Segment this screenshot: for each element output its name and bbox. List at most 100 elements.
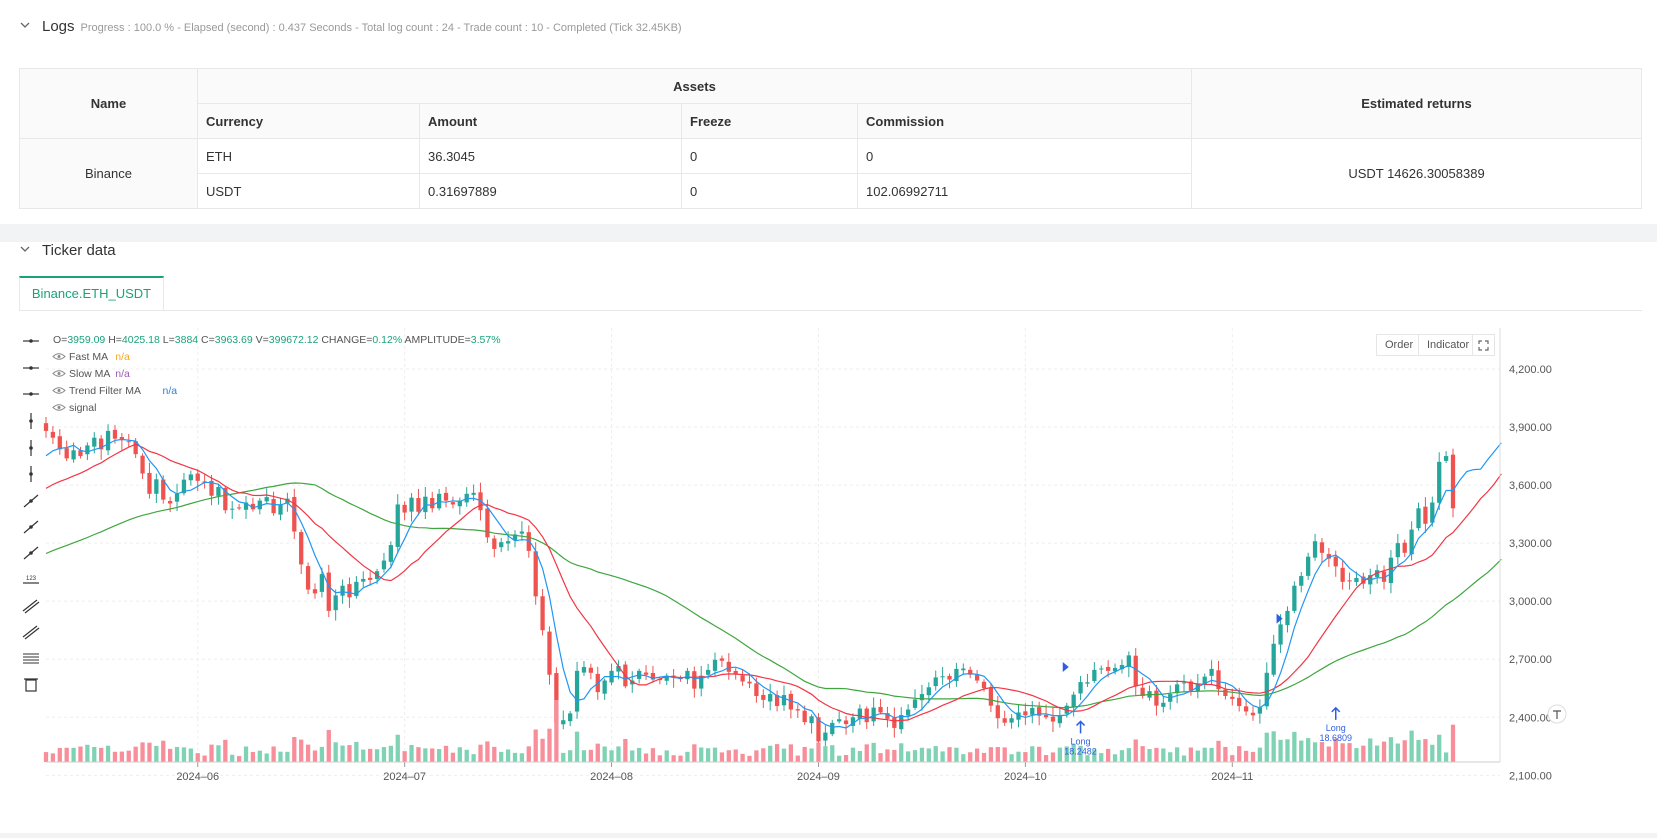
volume-bar bbox=[1340, 743, 1345, 762]
candle-body bbox=[505, 541, 511, 544]
fullscreen-button[interactable] bbox=[1472, 334, 1495, 356]
candle bbox=[1278, 614, 1283, 654]
drawing-tool-icon[interactable] bbox=[22, 625, 40, 640]
candle-body bbox=[78, 450, 83, 457]
candle-body bbox=[1071, 694, 1076, 708]
drawing-tool-icon[interactable] bbox=[29, 440, 33, 456]
candle-body bbox=[85, 445, 90, 455]
chevron-down-icon[interactable] bbox=[20, 244, 30, 254]
candle-body bbox=[195, 473, 200, 481]
col-currency: Currency bbox=[197, 103, 420, 139]
drawing-tool-icon[interactable] bbox=[29, 466, 33, 482]
volume-bar bbox=[1085, 755, 1090, 762]
drawing-tool-icon[interactable] bbox=[23, 653, 39, 664]
candle bbox=[250, 497, 256, 512]
candle-body bbox=[1443, 456, 1449, 461]
candle bbox=[878, 698, 883, 715]
volume-bar bbox=[354, 741, 359, 762]
chart-svg[interactable]: 123 2,100.00 2,400.00 2,700.00 3,000.00 3,30… bbox=[19, 328, 1657, 833]
candle-body bbox=[1119, 665, 1125, 670]
candle bbox=[499, 537, 504, 553]
candle bbox=[1030, 701, 1035, 724]
volume-bar bbox=[1174, 747, 1180, 762]
volume-bar bbox=[202, 755, 207, 762]
chevron-down-icon[interactable] bbox=[20, 20, 30, 30]
info-overlay: O=3959.09 H=4025.18 L=3884 C=3963.69 V=3… bbox=[52, 334, 501, 414]
tab-binance-eth-usdt[interactable]: Binance.ETH_USDT bbox=[19, 276, 164, 310]
candle bbox=[1126, 651, 1131, 678]
ohlc-v-label: V= bbox=[256, 334, 269, 346]
logs-header[interactable]: Logs Progress : 100.0 % - Elapsed (secon… bbox=[20, 18, 682, 35]
volume-bar bbox=[1437, 734, 1442, 762]
drawing-tool-icon[interactable] bbox=[24, 678, 38, 692]
drawing-tool-icon[interactable] bbox=[23, 546, 39, 560]
logs-panel: Logs Progress : 100.0 % - Elapsed (secon… bbox=[0, 0, 1657, 224]
legend-item[interactable]: Slow MA n/a bbox=[52, 368, 130, 380]
candle bbox=[209, 474, 214, 506]
candle-body bbox=[712, 659, 718, 671]
volume-bar bbox=[1368, 738, 1373, 762]
candle bbox=[774, 690, 780, 712]
candle-body bbox=[1154, 690, 1159, 706]
candle-body bbox=[1209, 668, 1214, 676]
drawing-tool-icon[interactable] bbox=[23, 392, 39, 396]
volume-bar bbox=[257, 750, 262, 762]
volume-bar bbox=[816, 742, 821, 762]
legend-item[interactable]: signal bbox=[52, 402, 96, 414]
candle bbox=[140, 453, 145, 480]
x-tick-label: 2024–07 bbox=[383, 771, 426, 783]
candle bbox=[1230, 688, 1235, 706]
volume-bar bbox=[326, 729, 331, 762]
drawing-tool-icon[interactable] bbox=[23, 366, 39, 370]
drawing-tool-icon[interactable] bbox=[23, 494, 39, 508]
drawing-tool-icon[interactable] bbox=[22, 599, 40, 614]
volume-bar bbox=[485, 741, 490, 762]
volume-bar bbox=[1057, 747, 1063, 762]
legend-item[interactable]: Trend Filter MA n/a bbox=[52, 385, 177, 397]
drawing-tool-icon[interactable] bbox=[23, 520, 39, 534]
signal-label: Long bbox=[1071, 736, 1091, 746]
drawing-tool-icon[interactable] bbox=[23, 339, 39, 343]
candle bbox=[1002, 710, 1007, 726]
volume-bar bbox=[181, 747, 187, 762]
legend-item[interactable]: Fast MA n/a bbox=[52, 351, 130, 363]
candle bbox=[1181, 674, 1187, 693]
drawing-tool-icon[interactable]: 123 bbox=[23, 576, 39, 584]
candle bbox=[1368, 568, 1373, 595]
cell-amount: 36.3045 bbox=[419, 138, 682, 174]
candle bbox=[1450, 448, 1456, 518]
candle bbox=[726, 653, 731, 680]
volume-bar bbox=[1168, 752, 1173, 762]
col-freeze: Freeze bbox=[681, 103, 858, 139]
volume-bar bbox=[64, 747, 69, 762]
candle bbox=[940, 667, 945, 685]
candle bbox=[519, 521, 525, 541]
price-chart[interactable]: 123 2,100.00 2,400.00 2,700.00 3,000.00 3,30… bbox=[19, 328, 1657, 833]
volume-bar bbox=[1333, 738, 1338, 762]
volume-bar bbox=[312, 750, 318, 762]
candle bbox=[1347, 572, 1352, 590]
order-button[interactable]: Order bbox=[1376, 334, 1423, 356]
progress-text: Progress : 100.0 % - Elapsed (second) : … bbox=[80, 22, 682, 34]
ticker-header[interactable]: Ticker data bbox=[20, 242, 116, 259]
volume-bar bbox=[761, 748, 766, 762]
candle-body bbox=[954, 668, 959, 682]
candle-body bbox=[416, 498, 421, 512]
candle-body bbox=[243, 502, 249, 510]
candle-body bbox=[216, 487, 221, 496]
y-tick-label: 2,400.00 bbox=[1509, 712, 1552, 724]
ma-lines bbox=[45, 438, 1502, 729]
volume-bar bbox=[1112, 754, 1118, 762]
volume-bar bbox=[1030, 746, 1035, 762]
volume-bar bbox=[1071, 744, 1076, 762]
candle-body bbox=[981, 681, 987, 689]
drawing-tool-icon[interactable] bbox=[29, 413, 33, 429]
volume-bars bbox=[43, 700, 1456, 762]
volume-bar bbox=[1450, 724, 1456, 762]
indicator-button[interactable]: Indicator bbox=[1418, 334, 1479, 356]
candle-body bbox=[554, 673, 559, 723]
candle bbox=[264, 488, 269, 505]
volume-bar bbox=[57, 747, 62, 762]
volume-bar bbox=[1409, 730, 1414, 762]
candle-body bbox=[933, 677, 938, 687]
